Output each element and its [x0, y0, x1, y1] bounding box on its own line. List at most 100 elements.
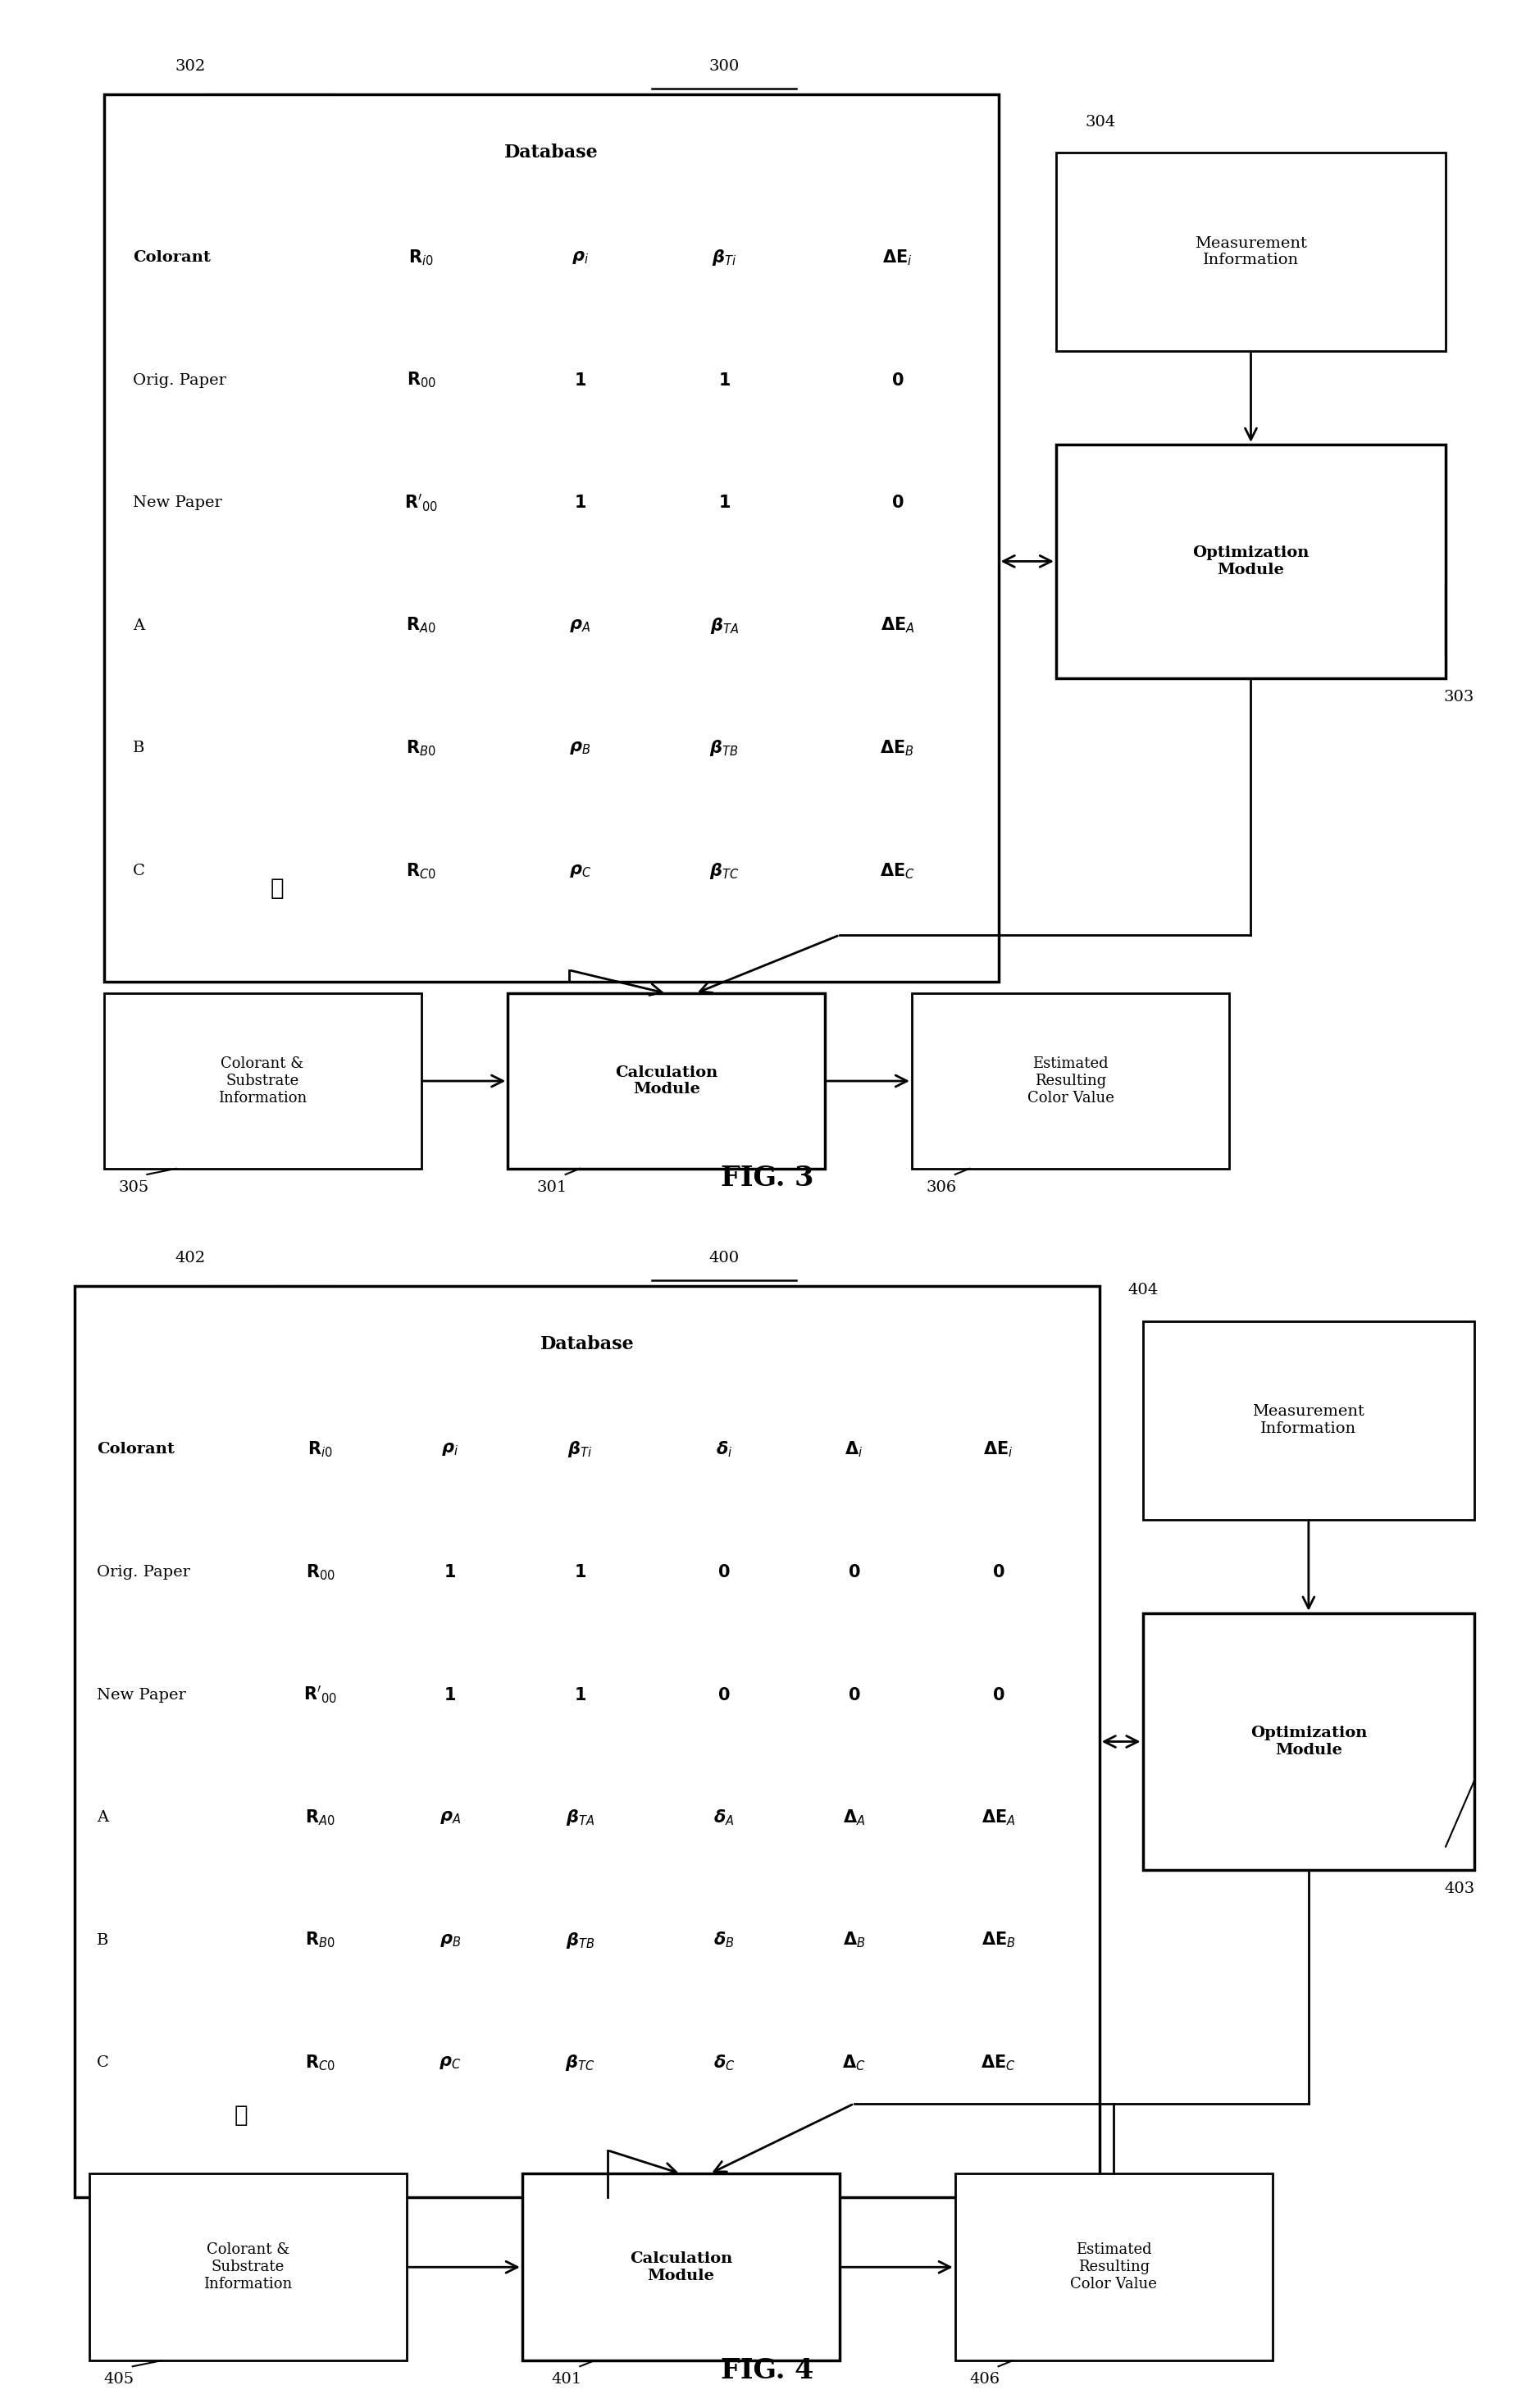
- Text: $\mathbf{R}_{B0}$: $\mathbf{R}_{B0}$: [407, 739, 436, 759]
- FancyBboxPatch shape: [912, 995, 1230, 1168]
- Text: Orig. Paper: Orig. Paper: [132, 373, 226, 388]
- Text: $\boldsymbol{\beta}_{Ti}$: $\boldsymbol{\beta}_{Ti}$: [712, 248, 737, 267]
- Text: Measurement
Information: Measurement Information: [1194, 236, 1306, 267]
- Text: $\mathbf{0}$: $\mathbf{0}$: [718, 1686, 731, 1702]
- Text: A: A: [97, 1811, 107, 1825]
- FancyBboxPatch shape: [104, 995, 421, 1168]
- Text: 305: 305: [118, 1180, 149, 1194]
- Text: $\mathbf{R}_{00}$: $\mathbf{R}_{00}$: [407, 371, 436, 390]
- Text: $\mathbf{R}_{00}$: $\mathbf{R}_{00}$: [305, 1563, 335, 1582]
- Text: $\boldsymbol{\rho}_B$: $\boldsymbol{\rho}_B$: [439, 1931, 460, 1948]
- Text: Estimated
Resulting
Color Value: Estimated Resulting Color Value: [1027, 1057, 1114, 1105]
- Text: $\mathbf{0}$: $\mathbf{0}$: [847, 1686, 861, 1702]
- Text: $\boldsymbol{\rho}_C$: $\boldsymbol{\rho}_C$: [569, 862, 591, 879]
- Text: C: C: [132, 864, 144, 879]
- Text: Colorant: Colorant: [132, 250, 210, 265]
- Text: 404: 404: [1128, 1283, 1159, 1298]
- Text: $\mathbf{\Delta E}_C$: $\mathbf{\Delta E}_C$: [880, 862, 915, 881]
- Text: $\boldsymbol{\Delta}_B$: $\boldsymbol{\Delta}_B$: [843, 1931, 866, 1950]
- Text: $\mathbf{0}$: $\mathbf{0}$: [890, 494, 904, 510]
- FancyBboxPatch shape: [1142, 1613, 1475, 1871]
- Text: $\mathbf{R'}_{00}$: $\mathbf{R'}_{00}$: [405, 491, 437, 513]
- Text: $\boldsymbol{\Delta}_C$: $\boldsymbol{\Delta}_C$: [843, 2054, 866, 2073]
- Text: $\mathbf{1}$: $\mathbf{1}$: [444, 1565, 456, 1580]
- Text: $\boldsymbol{\rho}_B$: $\boldsymbol{\rho}_B$: [569, 739, 591, 756]
- Text: $\mathbf{1}$: $\mathbf{1}$: [718, 494, 731, 510]
- FancyBboxPatch shape: [104, 94, 998, 982]
- Text: $\boldsymbol{\rho}_i$: $\boldsymbol{\rho}_i$: [571, 250, 588, 265]
- Text: $\mathbf{1}$: $\mathbf{1}$: [574, 373, 586, 388]
- Text: A: A: [132, 619, 144, 633]
- Text: $\mathbf{0}$: $\mathbf{0}$: [890, 373, 904, 388]
- Text: 301: 301: [537, 1180, 566, 1194]
- Text: 400: 400: [709, 1252, 740, 1267]
- Text: Calculation
Module: Calculation Module: [616, 1064, 718, 1098]
- Text: $\boldsymbol{\rho}_A$: $\boldsymbol{\rho}_A$: [439, 1808, 460, 1825]
- Text: $\mathbf{\Delta E}_i$: $\mathbf{\Delta E}_i$: [984, 1440, 1013, 1459]
- Text: $\boldsymbol{\delta}_A$: $\boldsymbol{\delta}_A$: [714, 1808, 735, 1828]
- Text: $\boldsymbol{\Delta}_i$: $\boldsymbol{\Delta}_i$: [844, 1440, 863, 1459]
- FancyBboxPatch shape: [955, 2174, 1273, 2360]
- FancyBboxPatch shape: [508, 995, 826, 1168]
- Text: $\boldsymbol{\rho}_i$: $\boldsymbol{\rho}_i$: [442, 1442, 459, 1457]
- Text: New Paper: New Paper: [97, 1688, 186, 1702]
- Text: $\boldsymbol{\beta}_{TC}$: $\boldsymbol{\beta}_{TC}$: [565, 2054, 596, 2073]
- Text: ⋮: ⋮: [233, 2105, 247, 2126]
- Text: $\mathbf{R'}_{00}$: $\mathbf{R'}_{00}$: [304, 1683, 336, 1705]
- Text: $\boldsymbol{\rho}_A$: $\boldsymbol{\rho}_A$: [569, 616, 591, 633]
- Text: 300: 300: [709, 60, 740, 75]
- Text: FIG. 3: FIG. 3: [721, 1165, 814, 1192]
- Text: $\mathbf{0}$: $\mathbf{0}$: [718, 1565, 731, 1580]
- Text: 405: 405: [104, 2372, 134, 2386]
- Text: Measurement
Information: Measurement Information: [1253, 1404, 1365, 1435]
- FancyBboxPatch shape: [75, 1286, 1099, 2196]
- Text: 303: 303: [1444, 689, 1475, 706]
- Text: $\mathbf{\Delta E}_A$: $\mathbf{\Delta E}_A$: [981, 1808, 1016, 1828]
- FancyBboxPatch shape: [89, 2174, 407, 2360]
- Text: $\mathbf{\Delta E}_B$: $\mathbf{\Delta E}_B$: [981, 1931, 1016, 1950]
- Text: 306: 306: [926, 1180, 956, 1194]
- Text: $\mathbf{0}$: $\mathbf{0}$: [847, 1565, 861, 1580]
- Text: $\boldsymbol{\beta}_{Ti}$: $\boldsymbol{\beta}_{Ti}$: [568, 1440, 593, 1459]
- Text: 304: 304: [1085, 116, 1116, 130]
- Text: $\mathbf{R}_{B0}$: $\mathbf{R}_{B0}$: [305, 1931, 335, 1950]
- Text: $\mathbf{\Delta E}_B$: $\mathbf{\Delta E}_B$: [880, 739, 915, 759]
- Text: New Paper: New Paper: [132, 496, 221, 510]
- Text: $\boldsymbol{\beta}_{TB}$: $\boldsymbol{\beta}_{TB}$: [565, 1931, 594, 1950]
- Text: $\mathbf{R}_{i0}$: $\mathbf{R}_{i0}$: [408, 248, 434, 267]
- FancyBboxPatch shape: [1142, 1322, 1475, 1519]
- Text: $\mathbf{R}_{C0}$: $\mathbf{R}_{C0}$: [407, 862, 436, 881]
- Text: Database: Database: [503, 144, 599, 161]
- Text: Colorant: Colorant: [97, 1442, 175, 1457]
- Text: C: C: [97, 2056, 109, 2071]
- Text: FIG. 4: FIG. 4: [721, 2357, 814, 2384]
- Text: B: B: [97, 1934, 109, 1948]
- Text: 302: 302: [175, 60, 206, 75]
- Text: $\mathbf{0}$: $\mathbf{0}$: [992, 1686, 1005, 1702]
- Text: $\mathbf{1}$: $\mathbf{1}$: [574, 494, 586, 510]
- Text: $\boldsymbol{\beta}_{TA}$: $\boldsymbol{\beta}_{TA}$: [565, 1808, 594, 1828]
- Text: $\boldsymbol{\beta}_{TC}$: $\boldsymbol{\beta}_{TC}$: [709, 862, 740, 881]
- Text: $\mathbf{1}$: $\mathbf{1}$: [444, 1686, 456, 1702]
- FancyBboxPatch shape: [1056, 445, 1446, 679]
- Text: $\boldsymbol{\rho}_C$: $\boldsymbol{\rho}_C$: [439, 2054, 460, 2071]
- Text: $\boldsymbol{\Delta}_A$: $\boldsymbol{\Delta}_A$: [843, 1808, 866, 1828]
- FancyBboxPatch shape: [522, 2174, 840, 2360]
- Text: Colorant &
Substrate
Information: Colorant & Substrate Information: [218, 1057, 307, 1105]
- Text: $\mathbf{0}$: $\mathbf{0}$: [992, 1565, 1005, 1580]
- FancyBboxPatch shape: [1056, 152, 1446, 352]
- Text: $\mathbf{1}$: $\mathbf{1}$: [718, 373, 731, 388]
- Text: $\boldsymbol{\delta}_B$: $\boldsymbol{\delta}_B$: [714, 1931, 735, 1950]
- Text: $\mathbf{\Delta E}_i$: $\mathbf{\Delta E}_i$: [883, 248, 912, 267]
- Text: 406: 406: [970, 2372, 999, 2386]
- Text: B: B: [132, 742, 144, 756]
- Text: $\boldsymbol{\delta}_C$: $\boldsymbol{\delta}_C$: [714, 2054, 735, 2073]
- Text: $\mathbf{1}$: $\mathbf{1}$: [574, 1565, 586, 1580]
- Text: 401: 401: [551, 2372, 582, 2386]
- Text: Optimization
Module: Optimization Module: [1193, 544, 1309, 578]
- Text: $\mathbf{R}_{A0}$: $\mathbf{R}_{A0}$: [407, 616, 436, 636]
- Text: 403: 403: [1444, 1881, 1475, 1898]
- Text: Estimated
Resulting
Color Value: Estimated Resulting Color Value: [1070, 2242, 1157, 2292]
- Text: $\mathbf{R}_{i0}$: $\mathbf{R}_{i0}$: [307, 1440, 333, 1459]
- Text: 402: 402: [175, 1252, 206, 1267]
